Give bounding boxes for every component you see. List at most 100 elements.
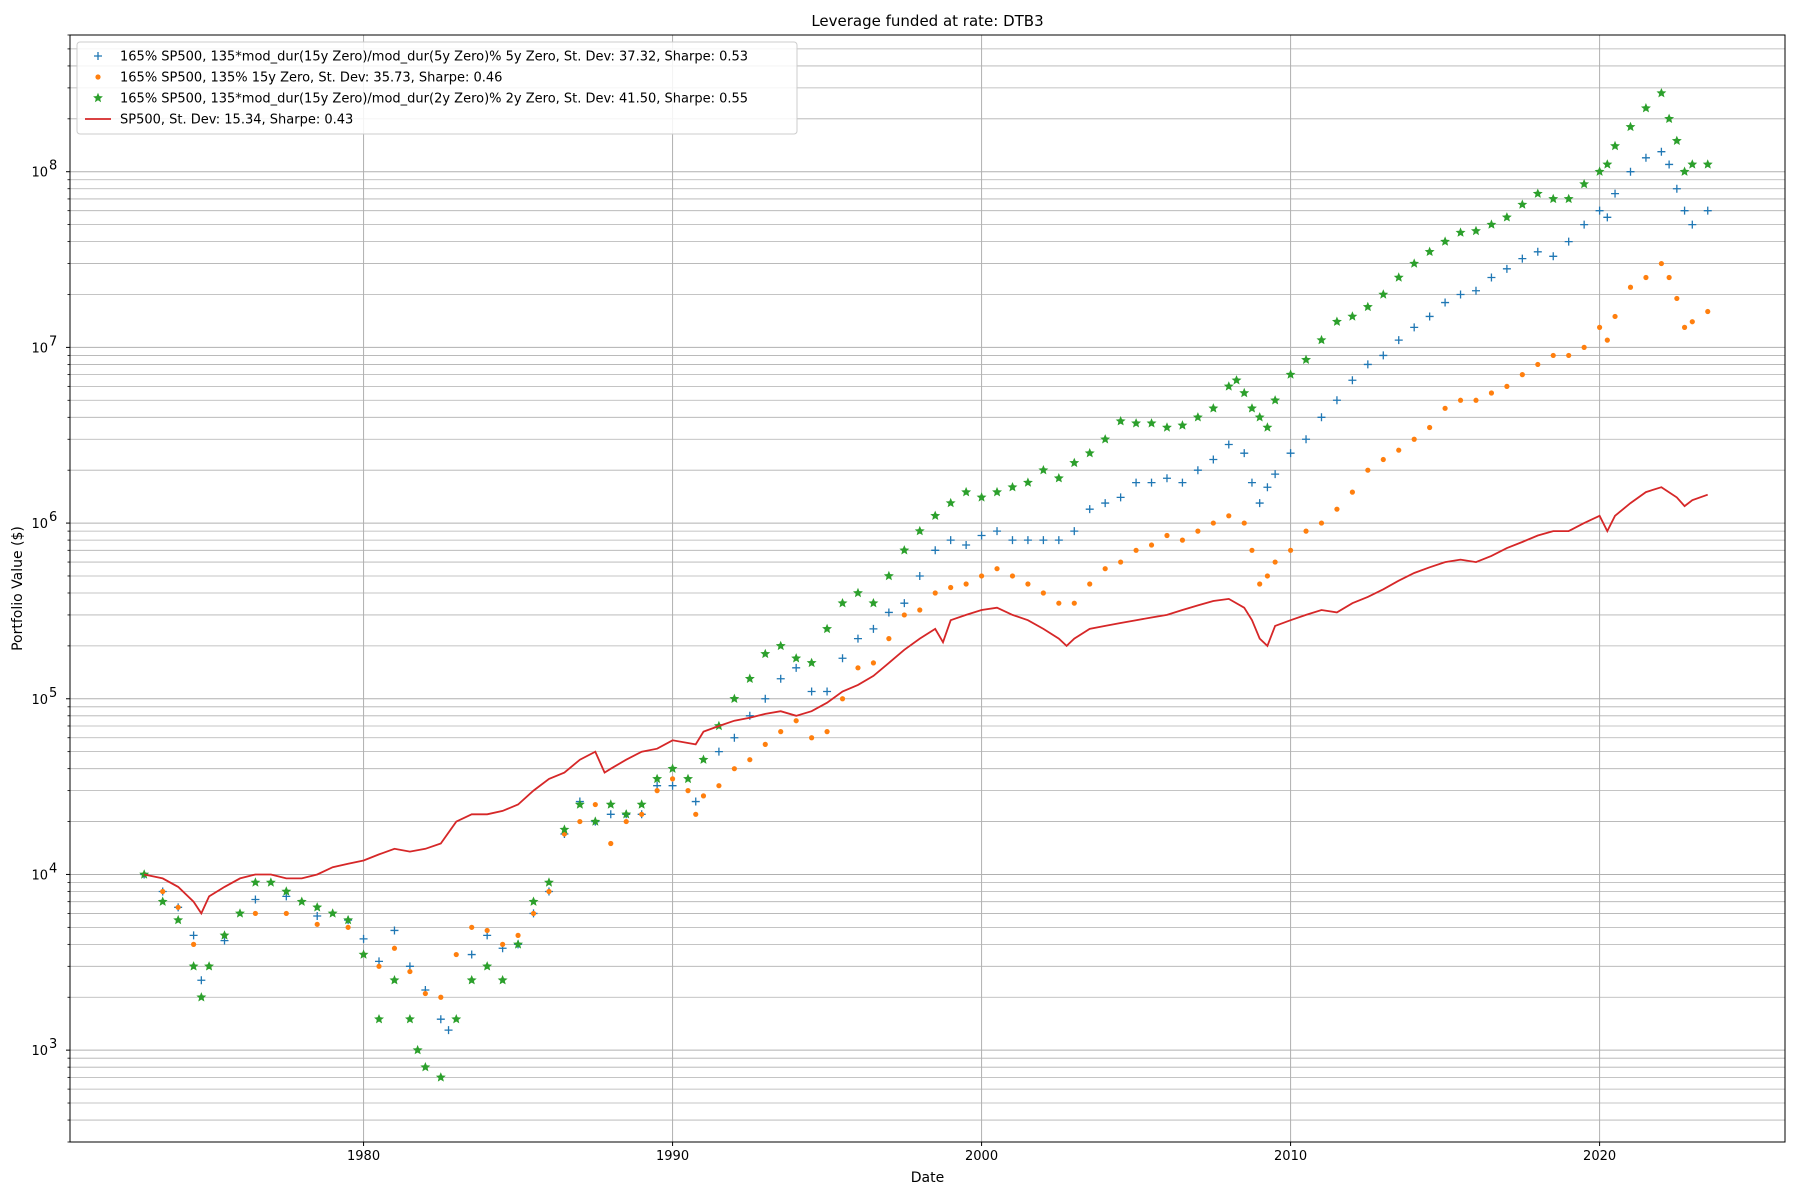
data-point — [1604, 337, 1610, 343]
data-point — [853, 634, 862, 643]
data-point — [1519, 372, 1525, 378]
data-point — [191, 941, 197, 947]
data-point — [173, 914, 184, 925]
data-point — [219, 930, 230, 940]
data-point — [1427, 424, 1433, 431]
data-point — [1471, 225, 1481, 236]
data-point — [1641, 103, 1651, 113]
legend: 165% SP500, 135*mod_dur(15y Zero)/mod_du… — [76, 41, 798, 135]
data-point — [1056, 600, 1062, 606]
data-point — [327, 908, 338, 918]
data-point — [1272, 559, 1278, 565]
data-point — [977, 531, 986, 540]
data-point — [1393, 272, 1404, 282]
data-point — [1208, 403, 1219, 413]
data-point — [1641, 153, 1650, 162]
data-point — [590, 816, 601, 826]
data-point — [1702, 159, 1713, 169]
data-point — [1602, 159, 1613, 169]
data-point — [1705, 308, 1711, 315]
data-point — [1301, 354, 1311, 364]
data-point — [1410, 323, 1419, 332]
data-point — [466, 975, 477, 985]
data-point — [484, 927, 490, 934]
series-layer — [139, 88, 1713, 1082]
y-tick-label: 10 — [31, 166, 48, 181]
data-point — [1349, 489, 1355, 495]
data-point — [1424, 246, 1435, 256]
data-point — [1247, 478, 1256, 487]
data-point — [1625, 121, 1636, 132]
y-tick-label-exponent: 8 — [49, 159, 57, 174]
data-point — [961, 486, 972, 497]
data-point — [1053, 473, 1064, 483]
data-point — [1627, 284, 1634, 290]
data-point — [822, 623, 832, 634]
data-point — [1595, 206, 1604, 215]
y-tick-label: 10 — [31, 868, 48, 883]
data-point — [1285, 369, 1296, 379]
data-point — [762, 741, 768, 747]
data-point — [1332, 396, 1341, 405]
data-point — [700, 793, 707, 799]
data-point — [412, 1044, 423, 1055]
data-point — [1332, 316, 1342, 326]
data-point — [1193, 466, 1202, 475]
data-point — [1070, 527, 1079, 536]
data-point — [608, 840, 614, 847]
data-point — [1241, 520, 1247, 526]
data-point — [1118, 559, 1124, 565]
data-point — [407, 968, 413, 975]
data-point — [1054, 536, 1063, 545]
data-point — [435, 1072, 446, 1082]
data-point — [962, 541, 971, 550]
data-point — [824, 729, 830, 735]
data-point — [1689, 319, 1695, 325]
data-point — [1643, 274, 1649, 281]
data-point — [1131, 418, 1141, 428]
data-point — [1394, 336, 1403, 345]
data-point — [1425, 312, 1434, 321]
data-point — [497, 975, 508, 985]
data-point — [838, 654, 847, 663]
data-point — [1102, 566, 1108, 572]
data-point — [993, 527, 1002, 536]
data-point — [1362, 301, 1373, 312]
legend-entry-label: 165% SP500, 135*mod_dur(15y Zero)/mod_du… — [120, 92, 748, 107]
data-point — [1116, 493, 1125, 502]
data-point — [1380, 456, 1386, 463]
data-point — [188, 961, 199, 971]
data-point — [1411, 436, 1417, 442]
data-point — [1441, 298, 1450, 307]
x-tick-label: 2010 — [1274, 1149, 1307, 1164]
data-point — [358, 949, 369, 959]
data-point — [1084, 448, 1095, 458]
x-tick-label: 2020 — [1583, 1149, 1616, 1164]
data-point — [899, 545, 910, 555]
data-point — [515, 932, 521, 938]
data-point — [683, 773, 693, 784]
data-point — [931, 546, 940, 555]
data-point — [809, 735, 815, 741]
data-point — [1596, 324, 1603, 330]
data-point — [1316, 334, 1327, 345]
data-point — [1317, 413, 1326, 422]
data-point — [1178, 478, 1187, 487]
legend-marker-swatch — [95, 74, 101, 80]
data-point — [1257, 581, 1263, 587]
series-4 — [144, 486, 1709, 916]
data-point — [855, 665, 861, 671]
data-point — [592, 801, 598, 808]
data-point — [189, 931, 198, 940]
y-tick-label: 10 — [31, 517, 48, 532]
data-point — [1409, 258, 1420, 268]
data-point — [482, 961, 493, 971]
data-point — [1023, 536, 1032, 545]
data-point — [623, 818, 629, 825]
data-point — [839, 696, 846, 702]
data-point — [1517, 199, 1528, 209]
data-point — [314, 921, 320, 927]
x-tick-label: 1980 — [347, 1149, 380, 1164]
